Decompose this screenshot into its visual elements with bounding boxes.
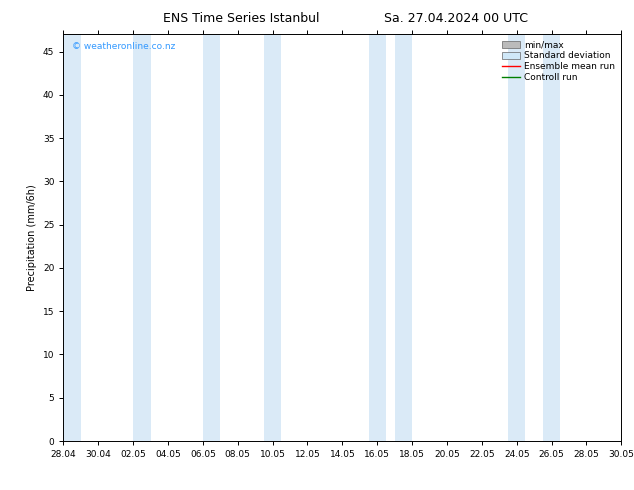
Text: ENS Time Series Istanbul: ENS Time Series Istanbul bbox=[163, 12, 319, 25]
Bar bbox=[508, 34, 526, 441]
Bar bbox=[63, 34, 81, 441]
Legend: min/max, Standard deviation, Ensemble mean run, Controll run: min/max, Standard deviation, Ensemble me… bbox=[500, 39, 617, 84]
Bar bbox=[543, 34, 560, 441]
Y-axis label: Precipitation (mm/6h): Precipitation (mm/6h) bbox=[27, 184, 37, 291]
Bar bbox=[133, 34, 150, 441]
Bar bbox=[368, 34, 386, 441]
Bar bbox=[203, 34, 221, 441]
Bar bbox=[264, 34, 281, 441]
Bar bbox=[394, 34, 412, 441]
Text: Sa. 27.04.2024 00 UTC: Sa. 27.04.2024 00 UTC bbox=[384, 12, 529, 25]
Text: © weatheronline.co.nz: © weatheronline.co.nz bbox=[72, 43, 175, 51]
